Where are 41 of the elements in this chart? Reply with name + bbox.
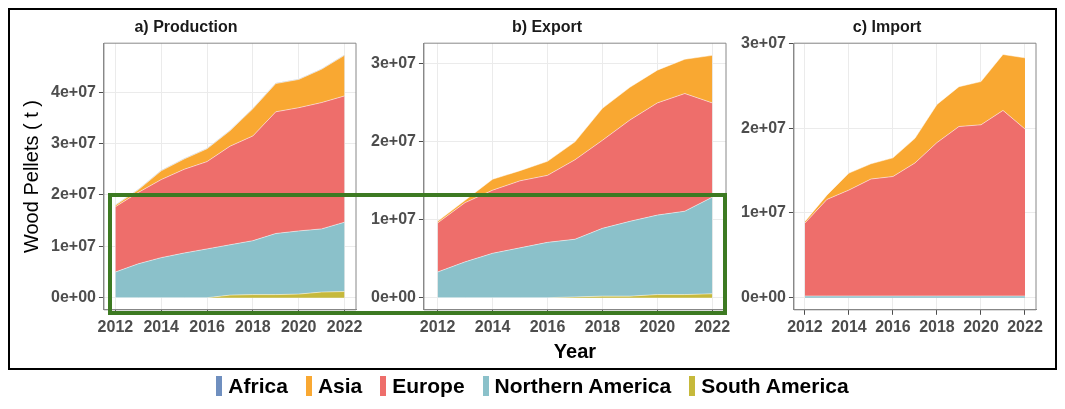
legend-label: Asia bbox=[317, 374, 363, 398]
y-tick-label: 3e+07 bbox=[51, 134, 97, 152]
y-tick-label: 4e+07 bbox=[51, 82, 97, 100]
legend-label: Northern America bbox=[494, 374, 672, 398]
x-tick-label: 2012 bbox=[787, 317, 823, 335]
x-tick-label: 2020 bbox=[963, 317, 999, 335]
x-tick-label: 2018 bbox=[235, 317, 271, 335]
x-tick-label: 2012 bbox=[97, 317, 134, 335]
chart-title: c) Import bbox=[852, 18, 922, 36]
chart-title: a) Production bbox=[134, 18, 238, 36]
y-tick-label: 1e+07 bbox=[51, 236, 97, 254]
y-tick-label: 2e+07 bbox=[371, 132, 417, 150]
x-tick-label: 2022 bbox=[1007, 317, 1043, 335]
x-tick-label: 2016 bbox=[189, 317, 225, 335]
x-tick-label: 2012 bbox=[419, 317, 456, 335]
legend-label: Europe bbox=[392, 374, 465, 398]
x-tick-label: 2014 bbox=[831, 317, 867, 335]
x-tick-label: 2014 bbox=[143, 317, 180, 335]
y-tick-label: 1e+07 bbox=[371, 210, 417, 228]
x-tick-label: 2018 bbox=[919, 317, 955, 335]
y-tick-label: 2e+07 bbox=[741, 118, 787, 136]
chart-title: b) Export bbox=[511, 18, 583, 36]
y-tick-label: 0e+00 bbox=[51, 288, 97, 306]
y-tick-label: 0e+00 bbox=[741, 288, 787, 306]
x-tick-label: 2020 bbox=[639, 317, 676, 335]
x-tick-label: 2016 bbox=[875, 317, 911, 335]
y-tick-label: 2e+07 bbox=[51, 185, 97, 203]
x-tick-label: 2022 bbox=[326, 317, 363, 335]
legend-label: South America bbox=[701, 374, 849, 398]
y-tick-label: 3e+07 bbox=[371, 54, 417, 72]
x-tick-label: 2020 bbox=[280, 317, 317, 335]
y-tick-label: 0e+00 bbox=[371, 288, 417, 306]
x-axis-title: Year bbox=[553, 339, 597, 362]
x-tick-label: 2018 bbox=[584, 317, 621, 335]
x-tick-label: 2022 bbox=[694, 317, 731, 335]
y-tick-label: 3e+07 bbox=[741, 33, 787, 51]
legend-label: Africa bbox=[228, 374, 288, 398]
x-tick-label: 2014 bbox=[474, 317, 511, 335]
x-tick-label: 2016 bbox=[529, 317, 566, 335]
y-tick-label: 1e+07 bbox=[741, 203, 787, 221]
y-axis-title: Wood Pellets ( t ) bbox=[19, 99, 42, 254]
